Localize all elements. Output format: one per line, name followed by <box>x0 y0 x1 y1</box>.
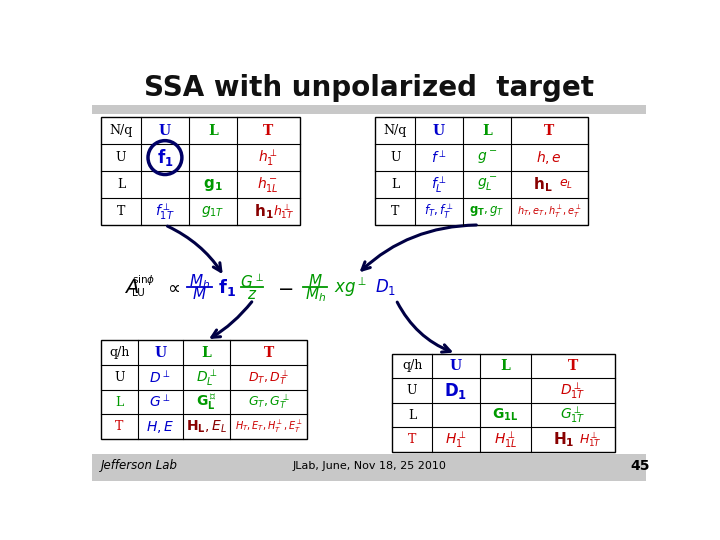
Text: U: U <box>407 384 418 397</box>
Bar <box>101 117 300 225</box>
Text: $\mathbf{H_L}, E_L$: $\mathbf{H_L}, E_L$ <box>186 418 227 435</box>
Text: q/h: q/h <box>402 360 423 373</box>
Text: $\mathbf{f_1}$: $\mathbf{f_1}$ <box>157 147 174 168</box>
Text: T: T <box>391 205 400 218</box>
Text: L: L <box>115 396 124 409</box>
Text: $G_T, G_T^\perp$: $G_T, G_T^\perp$ <box>248 393 289 411</box>
Text: $H_T, E_T, H_T^\perp, E_T^\perp$: $H_T, E_T, H_T^\perp, E_T^\perp$ <box>235 418 303 435</box>
Text: $f_{1T}^\perp$: $f_{1T}^\perp$ <box>155 201 175 222</box>
Text: $h_{1T}^\perp$: $h_{1T}^\perp$ <box>273 202 294 221</box>
Text: $M$: $M$ <box>192 286 207 302</box>
Text: $D^\perp$: $D^\perp$ <box>150 369 171 386</box>
Text: $\sin\!\phi$: $\sin\!\phi$ <box>132 273 156 287</box>
Text: N/q: N/q <box>109 124 132 137</box>
Text: $h_1^\perp$: $h_1^\perp$ <box>258 147 278 168</box>
Text: T: T <box>544 124 554 138</box>
Text: $\mathbf{H_1}$: $\mathbf{H_1}$ <box>553 430 575 449</box>
Text: $D_{1T}^\perp$: $D_{1T}^\perp$ <box>560 380 586 401</box>
Text: $\mathbf{g_T}, g_T$: $\mathbf{g_T}, g_T$ <box>469 205 505 219</box>
Text: $H_{1T}^\perp$: $H_{1T}^\perp$ <box>579 430 601 449</box>
Text: $\mathbf{h_L}$: $\mathbf{h_L}$ <box>534 175 553 194</box>
Text: L: L <box>117 178 125 191</box>
Bar <box>101 340 307 439</box>
Text: LU: LU <box>132 288 145 299</box>
Text: U: U <box>114 371 125 384</box>
Text: U: U <box>159 124 171 138</box>
Text: $D_T, D_T^\perp$: $D_T, D_T^\perp$ <box>248 368 289 387</box>
Text: $-$: $-$ <box>276 278 293 297</box>
Text: $G^\perp$: $G^\perp$ <box>150 394 171 410</box>
Text: $f_T, f_T^\perp$: $f_T, f_T^\perp$ <box>424 202 454 220</box>
Text: $h_{1L}^-$: $h_{1L}^-$ <box>257 175 279 194</box>
Text: L: L <box>202 346 212 360</box>
Text: N/q: N/q <box>384 124 407 137</box>
Text: $g_L^-$: $g_L^-$ <box>477 176 497 193</box>
Text: $g_{1T}$: $g_{1T}$ <box>201 204 225 219</box>
Text: $g^-$: $g^-$ <box>477 149 497 166</box>
Text: T: T <box>568 359 578 373</box>
Text: $D_1$: $D_1$ <box>375 278 396 298</box>
Text: SSA with unpolarized  target: SSA with unpolarized target <box>144 74 594 102</box>
Text: T: T <box>115 420 124 433</box>
Text: $h_T, e_T, h_T^\perp, e_T^\perp$: $h_T, e_T, h_T^\perp, e_T^\perp$ <box>517 204 582 220</box>
Text: $M_h$: $M_h$ <box>305 285 325 303</box>
Bar <box>375 117 588 225</box>
Text: L: L <box>482 124 492 138</box>
Text: $H_{1L}^\perp$: $H_{1L}^\perp$ <box>494 429 517 450</box>
Text: $A$: $A$ <box>124 278 139 297</box>
Text: U: U <box>154 346 166 360</box>
Text: U: U <box>390 151 400 164</box>
Text: T: T <box>117 205 125 218</box>
Text: $e_L$: $e_L$ <box>559 178 573 191</box>
Text: $G^\perp$: $G^\perp$ <box>240 272 264 290</box>
Text: $\mathbf{f_1}$: $\mathbf{f_1}$ <box>218 277 236 298</box>
Text: U: U <box>116 151 126 164</box>
Text: U: U <box>433 124 445 138</box>
Text: q/h: q/h <box>109 346 130 359</box>
Text: $\mathbf{G_L^\perp}$: $\mathbf{G_L^\perp}$ <box>197 393 217 411</box>
Text: L: L <box>408 409 416 422</box>
Text: Jefferson Lab: Jefferson Lab <box>101 460 178 472</box>
Text: $D_L^\perp$: $D_L^\perp$ <box>196 367 217 388</box>
Text: L: L <box>391 178 400 191</box>
Text: T: T <box>263 124 274 138</box>
Text: $M$: $M$ <box>307 273 323 289</box>
Text: T: T <box>264 346 274 360</box>
Text: $f^\perp$: $f^\perp$ <box>431 149 447 166</box>
Text: $G_{1T}^\perp$: $G_{1T}^\perp$ <box>560 405 586 426</box>
Bar <box>92 454 647 481</box>
Text: $H_1^\perp$: $H_1^\perp$ <box>445 429 467 450</box>
Text: $\mathbf{h_1}$: $\mathbf{h_1}$ <box>254 202 274 221</box>
Text: $f_L^\perp$: $f_L^\perp$ <box>431 174 447 195</box>
Text: U: U <box>450 359 462 373</box>
Text: $M_h$: $M_h$ <box>189 272 210 291</box>
Text: $\propto$: $\propto$ <box>164 278 181 296</box>
Text: $\mathbf{g_1}$: $\mathbf{g_1}$ <box>203 177 222 193</box>
Text: L: L <box>500 359 510 373</box>
Text: $\mathbf{G_{1L}}$: $\mathbf{G_{1L}}$ <box>492 407 518 423</box>
Text: 45: 45 <box>631 459 650 473</box>
Text: $\mathbf{D_1}$: $\mathbf{D_1}$ <box>444 381 467 401</box>
Bar <box>92 105 647 114</box>
Text: JLab, June, Nov 18, 25 2010: JLab, June, Nov 18, 25 2010 <box>292 461 446 471</box>
Bar <box>92 65 647 107</box>
Text: $h, e$: $h, e$ <box>536 149 562 166</box>
Text: $z$: $z$ <box>247 287 257 302</box>
Text: $H, E$: $H, E$ <box>146 418 174 435</box>
Text: L: L <box>208 124 217 138</box>
Text: $xg^\perp$: $xg^\perp$ <box>334 275 368 299</box>
Bar <box>392 354 616 452</box>
Text: T: T <box>408 433 416 446</box>
